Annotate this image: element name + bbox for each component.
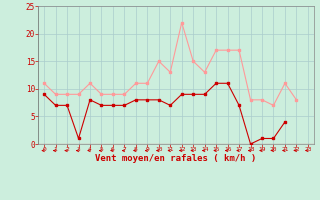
X-axis label: Vent moyen/en rafales ( km/h ): Vent moyen/en rafales ( km/h ): [95, 154, 257, 163]
